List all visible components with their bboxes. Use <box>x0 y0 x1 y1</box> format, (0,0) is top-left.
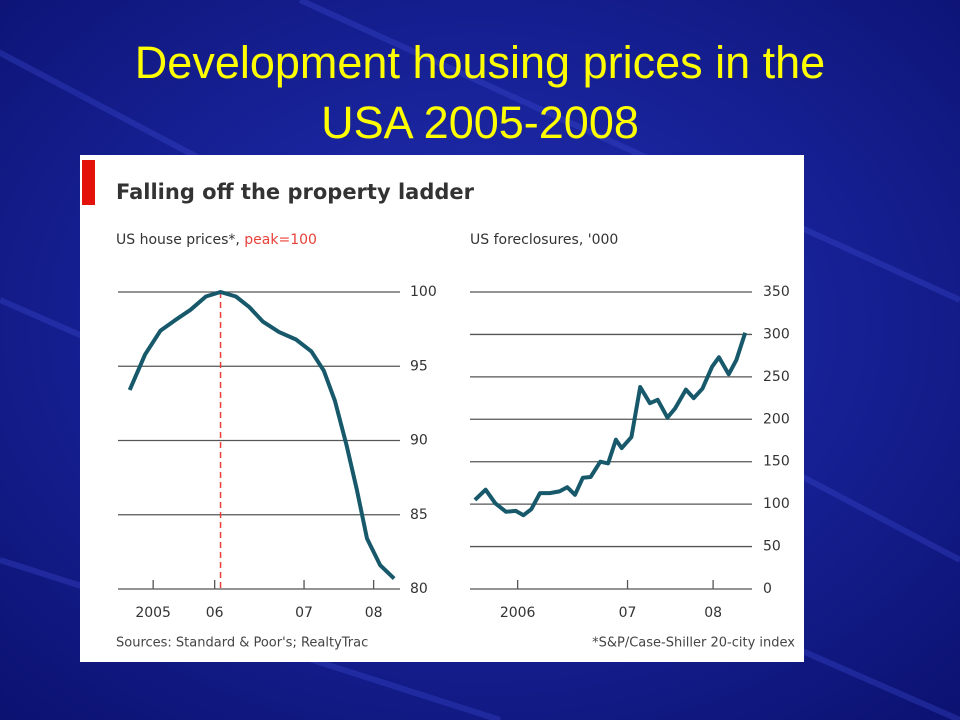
chart-subtitle-highlight: peak=100 <box>244 232 317 248</box>
y-tick-label: 300 <box>763 326 790 342</box>
slide-title-line2: USA 2005-2008 <box>321 97 639 148</box>
x-tick-label: 08 <box>704 605 722 621</box>
chart-subtitle-text: US foreclosures, '000 <box>470 232 618 248</box>
y-tick-label: 50 <box>763 539 781 555</box>
y-tick-label: 95 <box>410 358 428 374</box>
y-tick-label: 100 <box>763 496 790 512</box>
y-tick-label: 80 <box>410 581 428 597</box>
footnote: *S&P/Case-Shiller 20-city index <box>592 636 795 651</box>
x-tick-label: 07 <box>619 605 637 621</box>
slide-title-line1: Development housing prices in the <box>135 37 825 88</box>
x-tick-label: 07 <box>295 605 313 621</box>
x-tick-label: 2005 <box>135 605 171 621</box>
red-flag <box>82 160 95 205</box>
x-tick-label: 06 <box>206 605 224 621</box>
x-tick-label: 08 <box>365 605 383 621</box>
y-tick-label: 200 <box>763 411 790 427</box>
sources: Sources: Standard & Poor's; RealtyTrac <box>116 636 368 651</box>
y-tick-label: 350 <box>763 284 790 300</box>
chart-subtitle: US house prices*, peak=100 <box>116 232 317 248</box>
panel-heading: Falling off the property ladder <box>116 180 475 204</box>
x-tick-label: 2006 <box>500 605 536 621</box>
y-tick-label: 90 <box>410 433 428 449</box>
chart-panel <box>80 155 804 662</box>
y-tick-label: 100 <box>410 284 437 300</box>
data-line <box>127 290 396 581</box>
chart-subtitle-text: US house prices*, <box>116 232 240 248</box>
y-tick-label: 150 <box>763 454 790 470</box>
y-tick-label: 0 <box>763 581 772 597</box>
y-tick-label: 250 <box>763 369 790 385</box>
data-line <box>473 332 748 518</box>
chart-subtitle: US foreclosures, '000 <box>470 232 618 248</box>
y-tick-label: 85 <box>410 507 428 523</box>
